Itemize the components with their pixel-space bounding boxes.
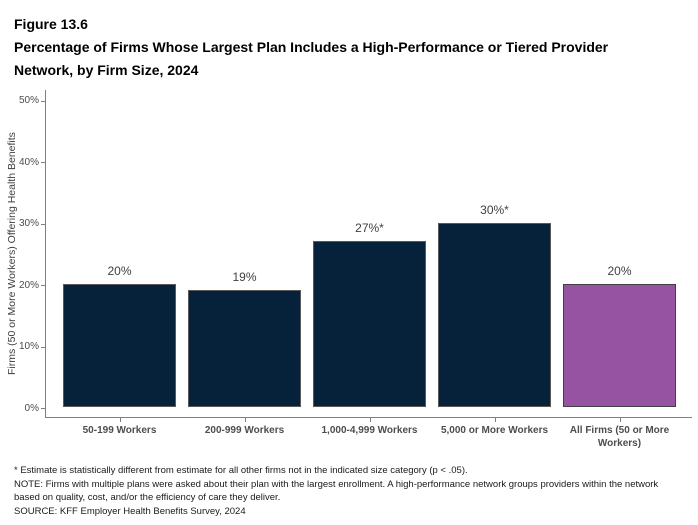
y-axis-tick	[41, 223, 45, 225]
x-axis-tick	[244, 418, 246, 422]
footnote-line: * Estimate is statistically different fr…	[14, 465, 468, 476]
y-axis-title: Firms (50 or More Workers) Offering Heal…	[6, 132, 18, 376]
y-axis-tick-label: 30%	[18, 218, 39, 229]
y-axis-tick	[41, 162, 45, 163]
bar	[188, 290, 301, 407]
footnote-line: SOURCE: KFF Employer Health Benefits Sur…	[14, 505, 246, 517]
bar-value-label: 20%	[107, 264, 132, 278]
bar	[563, 284, 676, 407]
bar	[438, 222, 551, 407]
y-axis-tick	[41, 285, 45, 286]
chart-title: Percentage of Firms Whose Largest Plan I…	[14, 39, 609, 78]
bar	[63, 284, 176, 407]
x-axis-label: 1,000-4,999 Workers	[321, 425, 418, 436]
y-axis-tick-label: 10%	[18, 341, 39, 352]
x-axis-tick	[369, 418, 371, 422]
x-axis-label: 50-199 Workers	[82, 425, 157, 436]
bar-value-label: 20%	[607, 264, 632, 278]
y-axis-tick	[41, 346, 45, 348]
bar-value-label: 27%*	[355, 220, 384, 235]
y-axis-tick-label: 0%	[24, 402, 39, 414]
x-axis-label: All Firms (50 or More Workers)	[569, 425, 670, 449]
footnotes: * Estimate is statistically different fr…	[14, 464, 686, 518]
bar-value-label: 30%*	[480, 202, 509, 217]
y-axis-tick-label: 20%	[18, 279, 39, 291]
plot-area: 0% 10% 20% 30% 40% 50% 20% 50-199 Workers 19% 200…	[19, 90, 692, 449]
y-axis-tick-label: 40%	[18, 156, 39, 168]
bar-value-label: 19%	[232, 270, 257, 285]
chart-header: Figure 13.6 Percentage of Firms Whose La…	[14, 13, 674, 82]
x-axis-tick	[494, 418, 496, 422]
y-axis-tick	[41, 100, 45, 102]
x-axis-tick	[119, 418, 121, 422]
x-axis-tick	[619, 418, 621, 422]
y-axis-tick-label: 50%	[18, 95, 39, 106]
y-axis-tick	[41, 408, 45, 409]
x-axis-label: 200-999 Workers	[204, 425, 285, 436]
bar	[313, 240, 426, 407]
x-axis-label: 5,000 or More Workers	[440, 425, 549, 436]
figure-number: Figure 13.6	[14, 16, 88, 32]
footnote-line: NOTE: Firms with multiple plans were ask…	[14, 478, 659, 504]
